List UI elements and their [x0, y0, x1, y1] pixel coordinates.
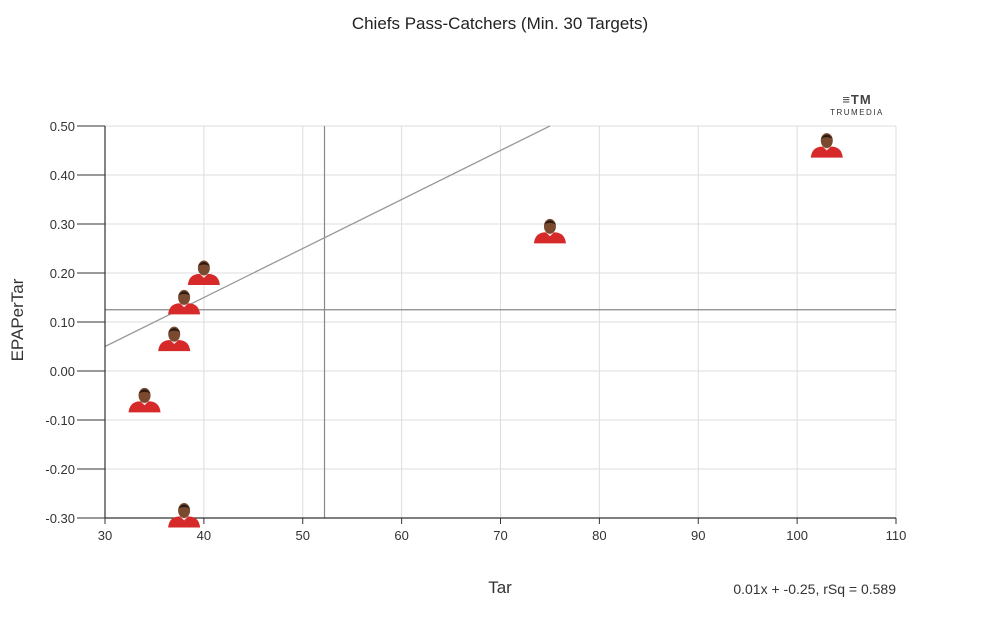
y-tick-label: 0.50 [50, 119, 75, 134]
player-point [187, 260, 220, 285]
player-jersey [158, 340, 191, 352]
y-tick-label: 0.40 [50, 168, 75, 183]
player-point [168, 289, 201, 315]
player-point [168, 503, 201, 528]
y-axis-label: EPAPerTar [8, 278, 27, 362]
x-tick-label: 40 [197, 528, 211, 543]
x-tick-label: 60 [394, 528, 408, 543]
player-point [533, 218, 566, 244]
x-tick-label: 30 [98, 528, 112, 543]
x-tick-label: 70 [493, 528, 507, 543]
player-jersey [168, 303, 201, 315]
player-jersey [187, 274, 220, 285]
player-hair [820, 134, 833, 139]
player-jersey [810, 146, 843, 158]
player-jersey [168, 516, 201, 528]
logo-mark: ≡TM [842, 92, 872, 107]
player-hair [178, 504, 191, 509]
player-jersey [533, 232, 566, 244]
trumedia-logo: ≡TM TRUMEDIA [822, 92, 892, 117]
y-tick-label: 0.20 [50, 266, 75, 281]
y-tick-label: -0.10 [45, 413, 75, 428]
axes: 30 40 50 60 70 80 90 100 110 -0.30 -0.20 -0.10 0.00 0… [45, 119, 906, 543]
player-hair [543, 220, 556, 225]
player-hair [178, 291, 191, 296]
y-tick-label: 0.30 [50, 217, 75, 232]
chart-title: Chiefs Pass-Catchers (Min. 30 Targets) [351, 14, 649, 33]
x-tick-label: 50 [296, 528, 310, 543]
x-tick-label: 110 [886, 528, 907, 543]
data-points [128, 133, 843, 528]
x-tick-label: 90 [691, 528, 705, 543]
x-tick-label: 100 [786, 528, 808, 543]
y-tick-label: -0.20 [45, 462, 75, 477]
player-point [810, 133, 843, 158]
y-tick-label: -0.30 [45, 511, 75, 526]
y-tick-label: 0.10 [50, 315, 75, 330]
reference-lines [105, 126, 896, 518]
player-jersey [128, 401, 161, 413]
trendline-equation: 0.01x + -0.25, rSq = 0.589 [733, 581, 896, 597]
grid-lines [104, 125, 897, 519]
player-hair [168, 328, 181, 333]
y-tick-label: 0.00 [50, 364, 75, 379]
x-axis-label: Tar [488, 578, 512, 597]
player-point [128, 387, 161, 413]
player-hair [138, 389, 151, 394]
x-tick-label: 80 [592, 528, 606, 543]
player-hair [197, 262, 210, 266]
player-point [158, 326, 191, 352]
logo-text: TRUMEDIA [830, 108, 884, 117]
